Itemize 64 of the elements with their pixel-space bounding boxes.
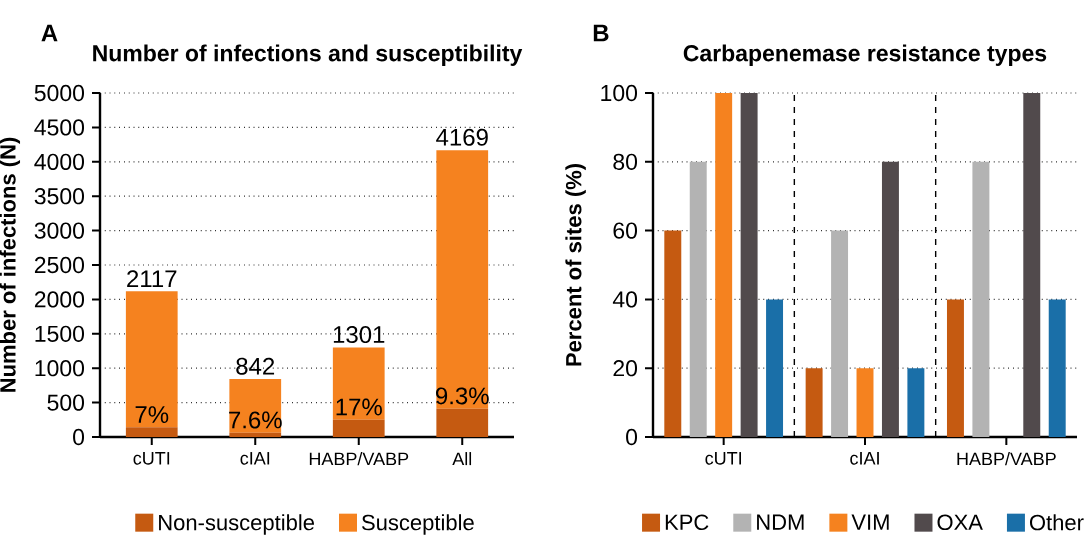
bar xyxy=(881,161,899,437)
y-tick-label: 100 xyxy=(601,84,638,102)
bar xyxy=(805,368,823,437)
bar xyxy=(831,230,849,437)
legend-label: Susceptible xyxy=(362,514,474,535)
bar xyxy=(715,93,733,437)
x-tick-label: cUTI xyxy=(133,452,170,465)
bar xyxy=(766,299,784,437)
chart-title: Carbapenemase resistance types xyxy=(683,44,1047,66)
total-label: 4169 xyxy=(436,128,488,146)
y-tick-label: 3000 xyxy=(34,222,85,239)
x-tick-label: cIAI xyxy=(850,452,879,465)
y-tick-label: 2500 xyxy=(34,256,85,274)
y-tick-label: 20 xyxy=(613,360,638,377)
y-tick-label: 0 xyxy=(73,428,85,446)
bar xyxy=(664,230,682,437)
bar xyxy=(972,161,990,437)
x-tick-label: cIAI xyxy=(240,452,270,465)
y-tick-label: 0 xyxy=(626,428,638,446)
x-tick-label: All xyxy=(452,452,472,466)
total-label: 1301 xyxy=(333,326,385,344)
y-tick-label: 80 xyxy=(613,153,638,170)
annotation: 7% xyxy=(135,406,169,423)
y-tick-label: 1500 xyxy=(35,325,85,342)
y-tick-label: 500 xyxy=(47,394,85,411)
total-label: 2117 xyxy=(127,270,177,287)
bar xyxy=(125,427,178,437)
text: A xyxy=(41,24,58,42)
legend-label: Other xyxy=(1029,514,1084,531)
bar xyxy=(689,161,707,437)
bar xyxy=(1023,93,1041,437)
bar xyxy=(856,368,874,437)
y-tick-label: 4000 xyxy=(34,153,85,170)
total-label: 842 xyxy=(236,357,275,375)
legend-label: KPC xyxy=(665,514,709,531)
bar xyxy=(1048,299,1066,437)
bar xyxy=(125,291,178,428)
bar xyxy=(436,408,489,437)
chart-title: Number of infections and susceptibility xyxy=(93,44,523,66)
y-axis-title: Number of infections (N) xyxy=(0,137,21,392)
bar xyxy=(436,150,489,409)
legend-label: OXA xyxy=(937,514,983,531)
y-tick-label: 3500 xyxy=(34,188,85,205)
x-tick-label: HABP/VABP xyxy=(309,452,409,466)
y-tick-label: 40 xyxy=(612,291,638,308)
x-tick-label: cUTI xyxy=(705,452,742,465)
y-tick-label: 1000 xyxy=(35,360,85,377)
legend-label: NDM xyxy=(757,514,804,530)
bar xyxy=(907,368,925,437)
bar xyxy=(332,347,385,420)
y-tick-label: 5000 xyxy=(34,84,85,102)
bar xyxy=(740,93,758,437)
text: B xyxy=(593,24,609,42)
annotation: 17% xyxy=(336,398,382,416)
y-tick-label: 4500 xyxy=(34,119,85,136)
bar xyxy=(229,432,282,437)
y-tick-label: 2000 xyxy=(34,291,85,308)
bar xyxy=(946,299,964,437)
legend-label: Non-susceptible xyxy=(159,514,314,535)
legend-label: VIM xyxy=(851,514,889,530)
y-axis-title: Percent of sites (%) xyxy=(565,164,586,366)
bar xyxy=(332,419,385,437)
x-tick-label: HABP/VABP xyxy=(957,452,1056,466)
y-tick-label: 60 xyxy=(613,222,638,239)
